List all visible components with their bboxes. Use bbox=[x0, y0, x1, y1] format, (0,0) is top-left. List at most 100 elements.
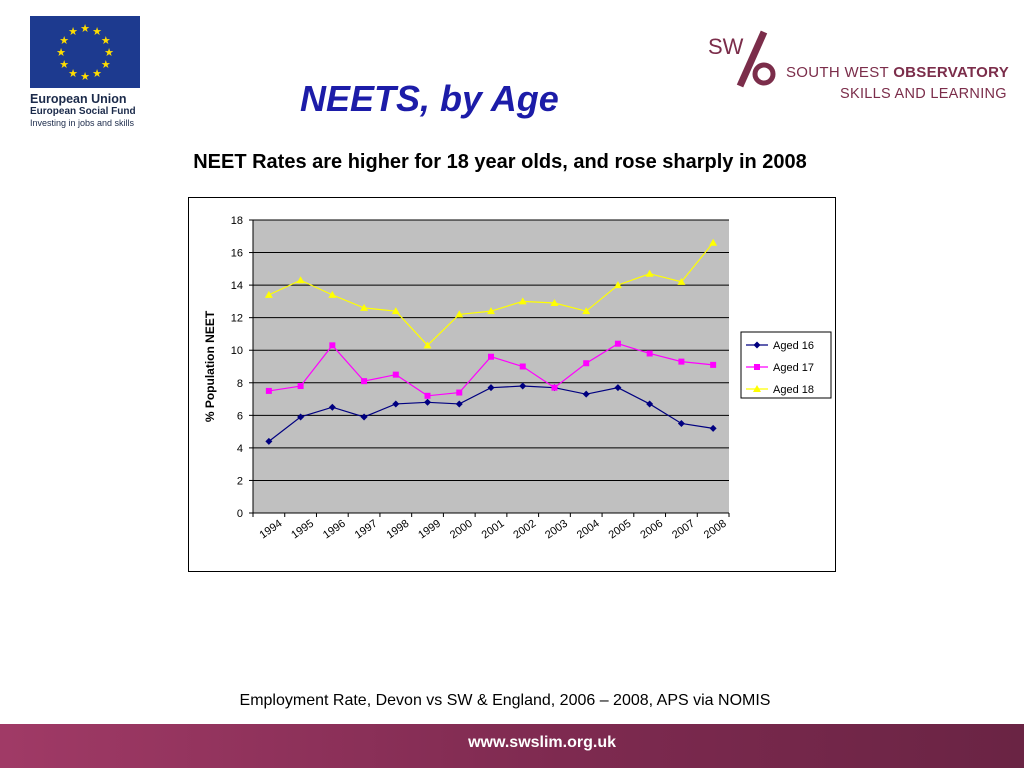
data-point-aged-18 bbox=[582, 307, 591, 315]
data-point-aged-18 bbox=[677, 277, 686, 285]
x-tick-label: 2004 bbox=[575, 518, 602, 542]
x-tick-label: 2002 bbox=[511, 518, 538, 542]
eu-logo-name: European Union bbox=[30, 92, 127, 106]
data-point-aged-18 bbox=[328, 290, 337, 298]
eu-star-icon: ★ bbox=[101, 34, 111, 47]
x-tick-label: 1999 bbox=[416, 518, 443, 542]
eu-star-icon: ★ bbox=[101, 58, 111, 71]
x-tick-label: 2006 bbox=[638, 518, 665, 542]
y-tick-label: 2 bbox=[237, 475, 243, 487]
data-point-aged-16 bbox=[360, 413, 368, 421]
eu-star-icon: ★ bbox=[80, 70, 90, 83]
chart-panel: 0 2 4 6 8 10 12 14 16 18 1994 1995 1996 1997 1998 1999… bbox=[188, 197, 836, 572]
data-point-aged-17 bbox=[519, 363, 526, 370]
page-subtitle: NEET Rates are higher for 18 year olds, … bbox=[193, 151, 807, 173]
data-point-aged-18 bbox=[264, 290, 273, 298]
data-point-aged-16 bbox=[519, 382, 527, 390]
data-point-aged-16 bbox=[487, 384, 495, 392]
x-tick-label: 2001 bbox=[480, 518, 507, 542]
x-tick-label: 2000 bbox=[448, 518, 475, 542]
x-tick-label: 1994 bbox=[258, 518, 285, 542]
footer-bar: www.swslim.org.uk bbox=[0, 724, 1024, 768]
data-point-aged-16 bbox=[328, 403, 336, 411]
legend-marker bbox=[753, 385, 761, 392]
y-tick-label: 12 bbox=[231, 313, 243, 325]
neet-line-chart: 0 2 4 6 8 10 12 14 16 18 1994 1995 1996 1997 1998 1999… bbox=[203, 215, 832, 542]
legend-label: Aged 18 bbox=[773, 384, 814, 396]
data-point-aged-18 bbox=[645, 269, 654, 277]
data-point-aged-17 bbox=[583, 360, 590, 367]
eu-star-icon: ★ bbox=[68, 25, 78, 38]
data-point-aged-16 bbox=[455, 400, 463, 408]
eu-star-icon: ★ bbox=[68, 67, 78, 80]
data-point-aged-18 bbox=[455, 310, 464, 318]
data-point-aged-16 bbox=[424, 398, 432, 406]
data-point-aged-17 bbox=[551, 384, 558, 391]
sw-percent-mark-icon: SW bbox=[708, 30, 776, 88]
data-point-aged-16 bbox=[709, 424, 717, 432]
x-tick-label: 2008 bbox=[702, 518, 729, 542]
data-point-aged-18 bbox=[613, 281, 622, 289]
data-point-aged-16 bbox=[677, 419, 685, 427]
data-point-aged-17 bbox=[361, 378, 368, 385]
eu-flag-icon: ★ ★ ★ ★ ★ ★ ★ ★ ★ ★ ★ ★ bbox=[30, 16, 140, 88]
data-point-aged-18 bbox=[360, 303, 369, 311]
x-tick-label: 1995 bbox=[289, 518, 316, 542]
data-point-aged-16 bbox=[614, 384, 622, 392]
eu-star-icon: ★ bbox=[59, 58, 69, 71]
eu-logo-tagline: Investing in jobs and skills bbox=[30, 118, 135, 128]
data-point-aged-17 bbox=[488, 353, 494, 360]
eu-logo: ★ ★ ★ ★ ★ ★ ★ ★ ★ ★ ★ ★ European Union European Soc… bbox=[30, 16, 142, 129]
x-tick-label: 1998 bbox=[384, 518, 411, 542]
eu-star-icon: ★ bbox=[92, 25, 102, 38]
chart-caption: Employment Rate, Devon vs SW & England, … bbox=[239, 692, 771, 709]
legend-marker bbox=[753, 341, 761, 349]
data-point-aged-18 bbox=[487, 307, 495, 315]
data-point-aged-17 bbox=[614, 340, 621, 347]
sw-logo-line2: SKILLS AND LEARNING bbox=[840, 86, 1007, 102]
x-tick-label: 2007 bbox=[670, 518, 697, 542]
footer-url-link[interactable]: www.swslim.org.uk bbox=[468, 734, 616, 751]
data-point-aged-18 bbox=[550, 299, 559, 307]
data-point-aged-17 bbox=[392, 371, 399, 378]
sw-observatory-logo: SW SOUTH WEST OBSERVATORY SKILLS AND LEA… bbox=[706, 30, 1010, 110]
data-point-aged-18 bbox=[391, 307, 400, 315]
data-point-aged-17 bbox=[678, 358, 685, 365]
y-tick-label: 6 bbox=[237, 410, 243, 422]
x-tick-label: 1996 bbox=[321, 518, 348, 542]
data-point-aged-16 bbox=[392, 400, 400, 408]
eu-star-icon: ★ bbox=[92, 67, 102, 80]
eu-star-icon: ★ bbox=[56, 46, 66, 59]
chart-legend: Aged 16 Aged 17 Aged 18 bbox=[740, 331, 832, 399]
data-point-aged-17 bbox=[297, 383, 304, 390]
data-point-aged-16 bbox=[582, 390, 590, 398]
data-point-aged-16 bbox=[646, 400, 654, 408]
data-point-aged-18 bbox=[709, 238, 718, 246]
data-point-aged-17 bbox=[456, 389, 463, 396]
data-point-aged-17 bbox=[329, 342, 336, 349]
legend-label: Aged 16 bbox=[773, 340, 814, 352]
eu-stars-icon: ★ ★★★★★★★★★★★ bbox=[56, 22, 114, 83]
y-tick-label: 16 bbox=[231, 248, 243, 260]
sw-mark-letters: SW bbox=[708, 34, 744, 59]
y-tick-label: 10 bbox=[231, 345, 243, 357]
y-tick-label: 8 bbox=[237, 378, 243, 390]
data-point-aged-16 bbox=[297, 413, 305, 421]
sw-logo-line1-bold: OBSERVATORY bbox=[893, 64, 1010, 81]
y-tick-label: 0 bbox=[237, 508, 243, 520]
eu-star-icon: ★ bbox=[80, 22, 90, 35]
eu-logo-fund: European Social Fund bbox=[30, 106, 136, 117]
x-tick-label: 2005 bbox=[607, 518, 634, 542]
data-point-aged-18 bbox=[518, 297, 527, 305]
y-axis-label: % Population NEET bbox=[203, 310, 217, 422]
data-point-aged-18 bbox=[296, 276, 305, 284]
data-point-aged-18 bbox=[423, 341, 432, 349]
legend-label: Aged 17 bbox=[773, 362, 814, 374]
y-tick-label: 14 bbox=[231, 280, 243, 292]
plot-area bbox=[253, 220, 729, 513]
x-tick-label: 1997 bbox=[353, 518, 380, 542]
y-tick-label: 4 bbox=[237, 443, 243, 455]
page-title: NEETS, by Age bbox=[300, 78, 559, 119]
eu-star-icon: ★ bbox=[104, 46, 114, 59]
y-tick-label: 18 bbox=[231, 215, 243, 227]
